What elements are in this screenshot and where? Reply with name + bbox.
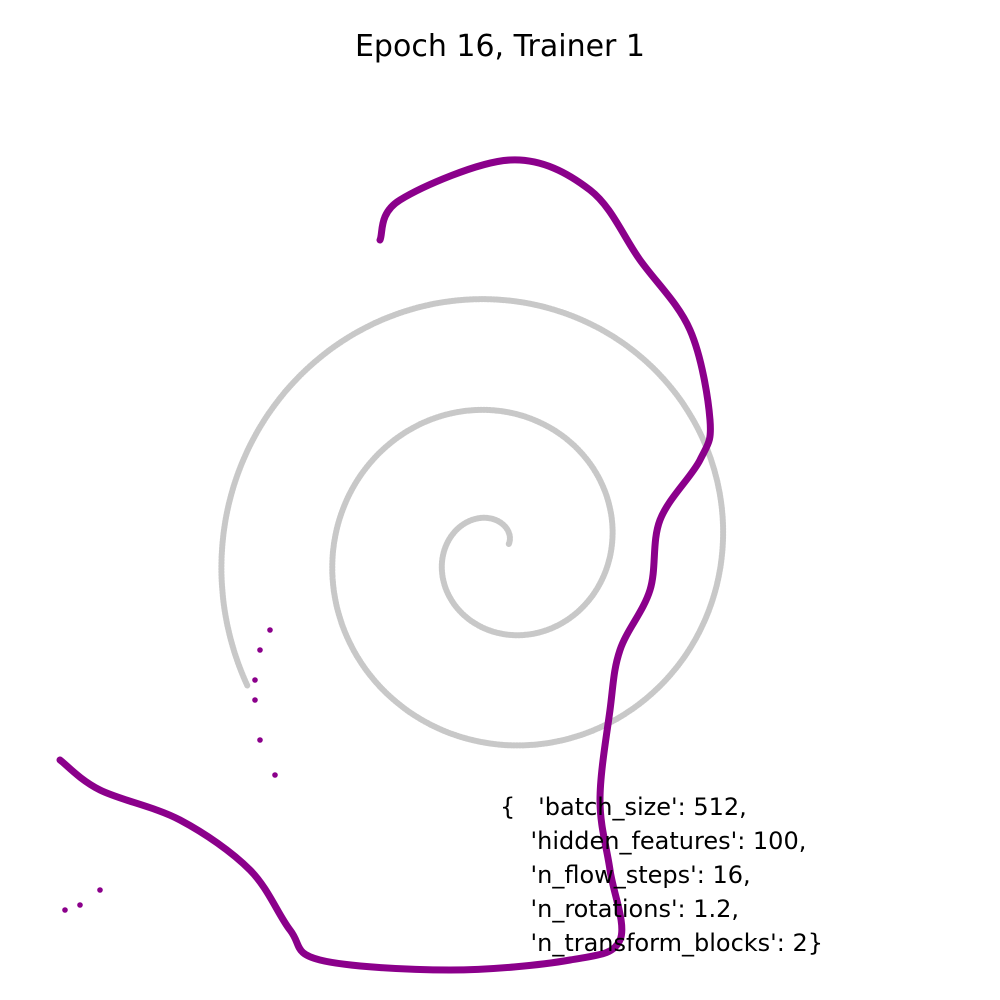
target-density-spiral	[218, 296, 727, 749]
annotation-line-batch-size: { 'batch_size': 512,	[500, 793, 747, 821]
chart-title: Epoch 16, Trainer 1	[355, 29, 645, 64]
model-sample-point	[257, 737, 263, 743]
model-sample-point	[97, 887, 103, 893]
annotation-line-n-rotations: 'n_rotations': 1.2,	[500, 895, 739, 923]
model-samples-curve	[56, 156, 714, 974]
model-sample-point	[257, 647, 263, 653]
model-sample-point	[77, 902, 83, 908]
model-sample-point	[267, 627, 273, 633]
annotation-line-n-flow-steps: 'n_flow_steps': 16,	[500, 861, 751, 889]
hyperparameters-annotation: { 'batch_size': 512, 'hidden_features': …	[500, 793, 823, 957]
model-sample-point	[252, 677, 258, 683]
annotation-line-n-transform-blocks: 'n_transform_blocks': 2}	[500, 929, 823, 957]
annotation-line-hidden-features: 'hidden_features': 100,	[500, 827, 806, 855]
model-sample-point	[252, 697, 258, 703]
target-spiral-band	[218, 296, 727, 749]
model-sample-point	[62, 907, 68, 913]
model-samples	[56, 156, 714, 974]
model-sample-point	[272, 772, 278, 778]
